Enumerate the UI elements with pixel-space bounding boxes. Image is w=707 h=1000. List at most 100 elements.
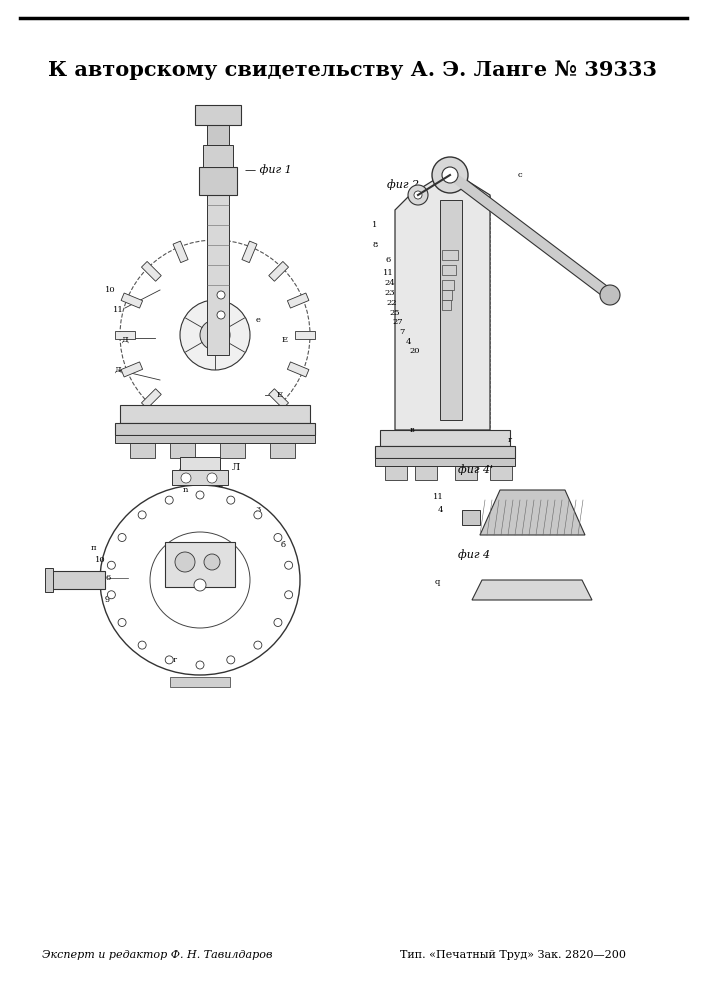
Circle shape: [274, 534, 282, 542]
Bar: [207, 125, 229, 145]
Bar: [375, 458, 515, 466]
Polygon shape: [173, 241, 188, 263]
Text: фиг 4: фиг 4: [458, 550, 490, 560]
Text: 8: 8: [373, 241, 378, 249]
Circle shape: [227, 496, 235, 504]
Polygon shape: [211, 235, 219, 255]
Circle shape: [254, 641, 262, 649]
Polygon shape: [287, 362, 309, 377]
Circle shape: [285, 561, 293, 569]
Circle shape: [175, 552, 195, 572]
Text: б: б: [281, 541, 286, 549]
Text: п: п: [90, 544, 96, 552]
Text: 25: 25: [390, 309, 400, 317]
Text: Л: Л: [232, 464, 240, 473]
Polygon shape: [141, 389, 161, 409]
Text: е: е: [255, 316, 260, 324]
Text: 10: 10: [105, 286, 115, 294]
Polygon shape: [480, 490, 585, 535]
Circle shape: [138, 641, 146, 649]
Text: 24: 24: [385, 279, 395, 287]
Bar: [442, 265, 456, 275]
Text: g: g: [234, 336, 240, 344]
Circle shape: [217, 291, 225, 299]
Polygon shape: [295, 331, 315, 339]
Circle shape: [107, 591, 115, 599]
Bar: [270, 443, 295, 458]
Text: 3: 3: [255, 506, 261, 514]
Circle shape: [432, 157, 468, 193]
Circle shape: [196, 491, 204, 499]
Text: 1: 1: [173, 476, 177, 484]
Circle shape: [118, 534, 126, 542]
Circle shape: [118, 618, 126, 626]
Bar: [380, 430, 510, 446]
Circle shape: [217, 311, 225, 319]
Text: 27: 27: [392, 318, 403, 326]
Bar: [415, 466, 437, 480]
Circle shape: [180, 300, 250, 370]
Text: Д: Д: [122, 336, 129, 344]
Bar: [440, 200, 462, 420]
Circle shape: [107, 561, 115, 569]
Bar: [442, 290, 452, 300]
Text: 11: 11: [112, 306, 124, 314]
Circle shape: [181, 473, 191, 483]
Text: 6: 6: [105, 574, 110, 582]
Polygon shape: [115, 331, 135, 339]
Circle shape: [165, 496, 173, 504]
Text: Д: Д: [115, 366, 122, 374]
Text: Эксперт и редактор Ф. Н. Тавилдаров: Эксперт и редактор Ф. Н. Тавилдаров: [42, 950, 272, 960]
Text: 11: 11: [433, 493, 443, 501]
Bar: [442, 300, 451, 310]
Bar: [120, 405, 310, 423]
Bar: [45, 568, 53, 592]
Text: 10: 10: [95, 556, 105, 564]
Text: с: с: [518, 171, 522, 179]
Bar: [462, 510, 480, 525]
Bar: [115, 423, 315, 435]
Polygon shape: [269, 389, 288, 409]
Circle shape: [207, 473, 217, 483]
Circle shape: [285, 591, 293, 599]
Text: 11: 11: [382, 269, 393, 277]
Bar: [442, 280, 454, 290]
Polygon shape: [141, 261, 161, 281]
Bar: [385, 466, 407, 480]
Text: г: г: [508, 436, 512, 444]
Bar: [375, 446, 515, 458]
Text: 6: 6: [385, 256, 391, 264]
Circle shape: [254, 511, 262, 519]
Circle shape: [165, 656, 173, 664]
Bar: [170, 677, 230, 687]
Text: Тип. «Печатный Труд» Зак. 2820—200: Тип. «Печатный Труд» Зак. 2820—200: [400, 950, 626, 960]
Text: 2: 2: [217, 481, 223, 489]
Bar: [455, 466, 477, 480]
Text: фиг 2: фиг 2: [387, 180, 419, 190]
Circle shape: [204, 554, 220, 570]
Bar: [172, 470, 228, 485]
Polygon shape: [269, 261, 288, 281]
Circle shape: [194, 579, 206, 591]
Polygon shape: [242, 241, 257, 263]
Circle shape: [274, 618, 282, 626]
Bar: [442, 250, 458, 260]
Circle shape: [408, 185, 428, 205]
Text: 20: 20: [410, 347, 420, 355]
Bar: [195, 105, 241, 125]
Bar: [203, 145, 233, 167]
Circle shape: [600, 285, 620, 305]
Polygon shape: [121, 293, 143, 308]
Bar: [50, 571, 105, 589]
Text: Е: Е: [282, 336, 288, 344]
Polygon shape: [121, 362, 143, 377]
Text: n: n: [182, 486, 187, 494]
Circle shape: [200, 320, 230, 350]
Bar: [207, 195, 229, 355]
Text: фиг 3: фиг 3: [179, 465, 211, 475]
Text: 2: 2: [212, 336, 218, 344]
Circle shape: [196, 661, 204, 669]
Text: Е: Е: [277, 391, 283, 399]
Polygon shape: [472, 580, 592, 600]
Bar: [170, 443, 195, 458]
